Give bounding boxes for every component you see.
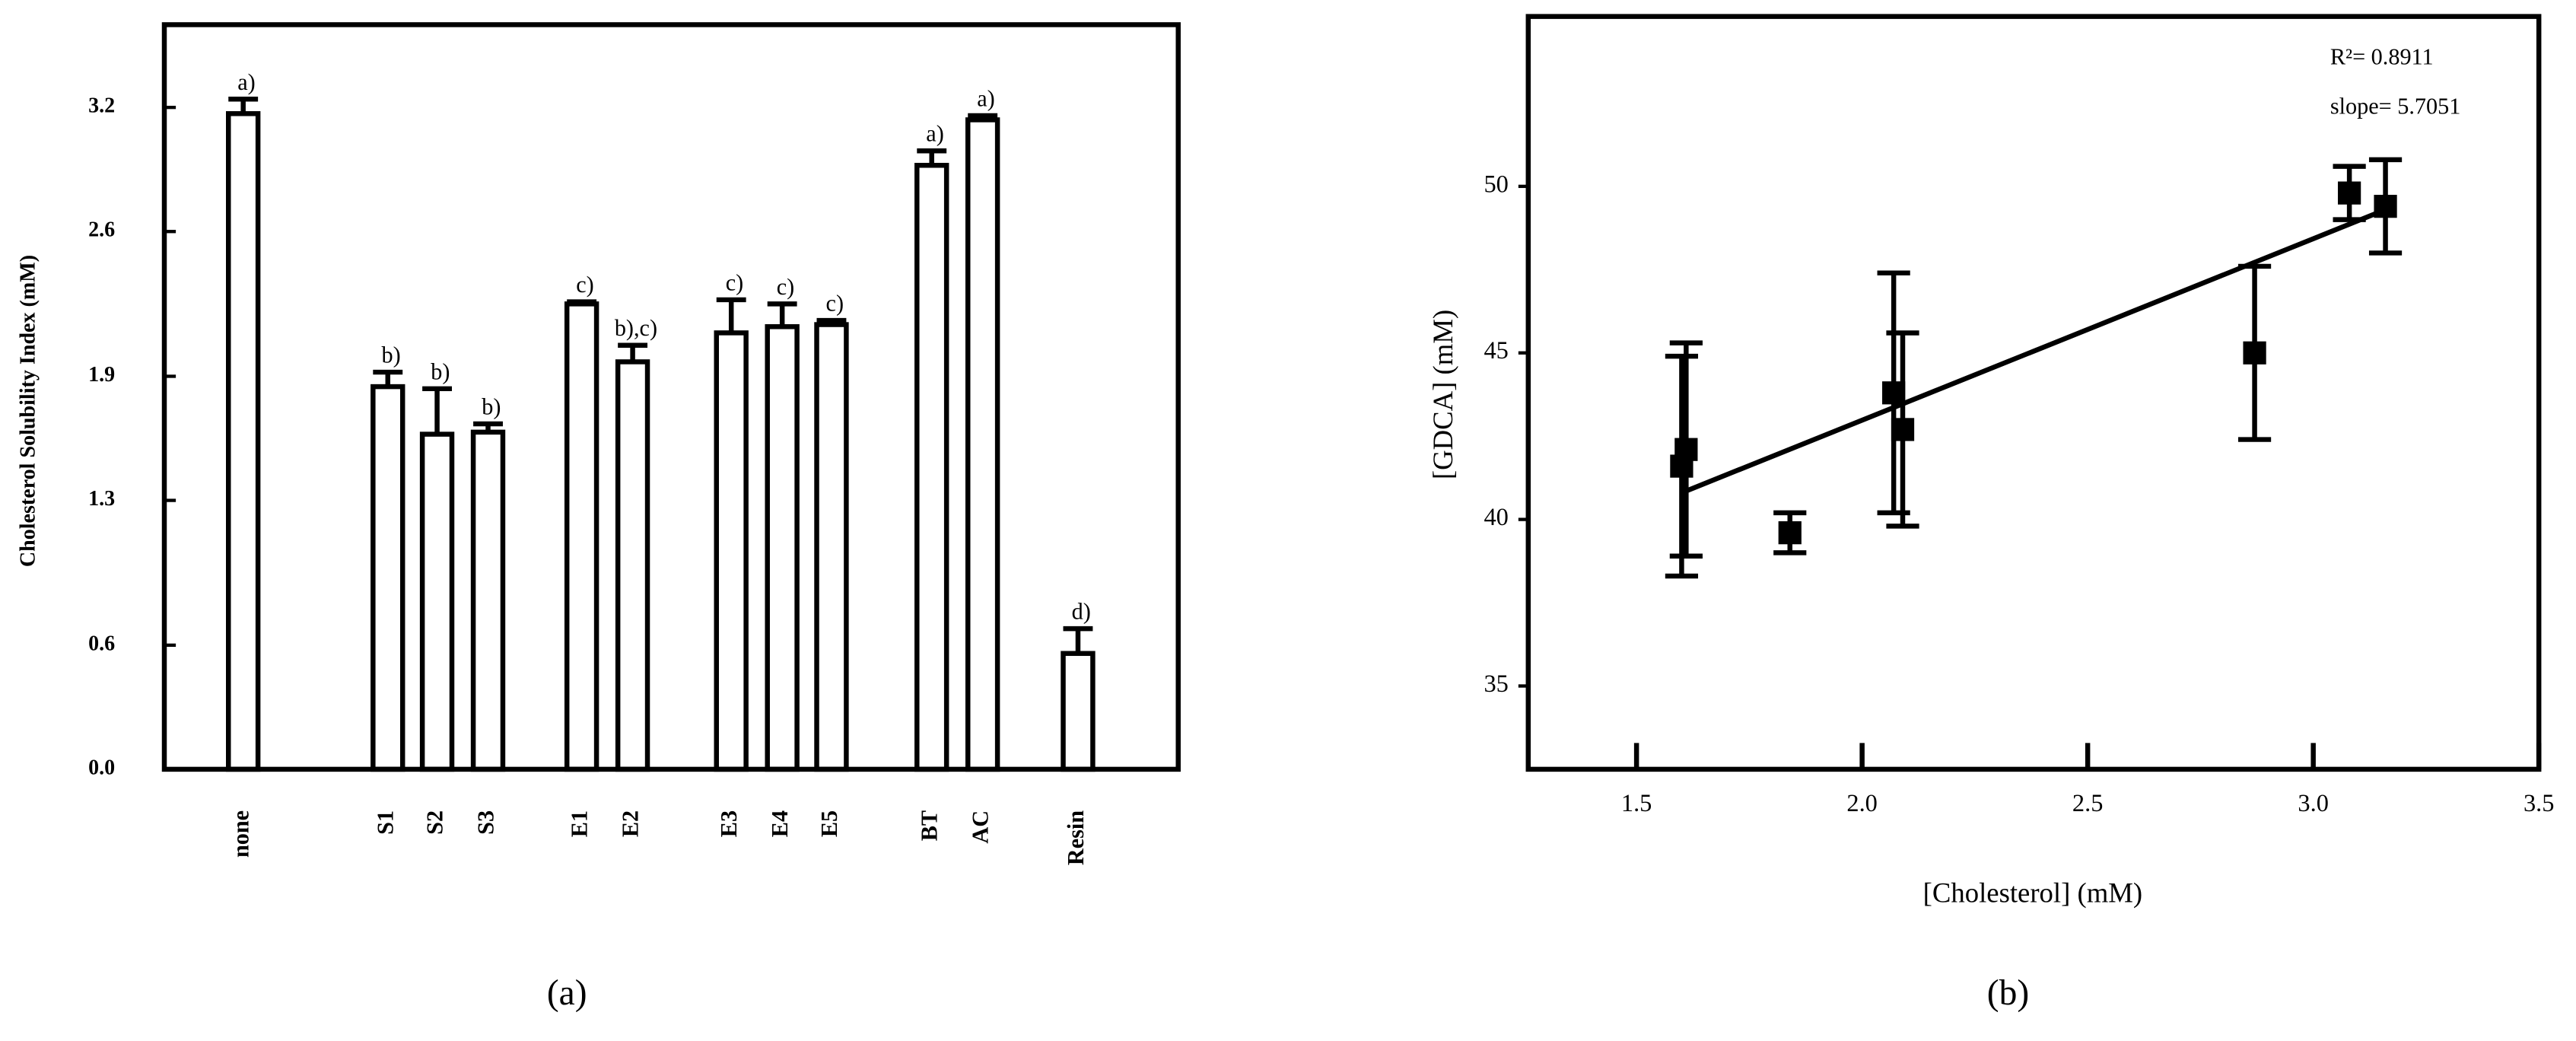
y-tick-label: 3.2 <box>88 94 115 118</box>
bar <box>564 301 599 772</box>
x-tick-label: E4 <box>767 810 793 837</box>
annotation: b) <box>431 358 450 384</box>
annotation: R²= 0.8911 <box>2330 44 2434 70</box>
annotation: a) <box>237 69 255 95</box>
point <box>1778 521 1802 545</box>
y-tick-label: 45 <box>1484 337 1508 365</box>
error-bar <box>917 148 947 166</box>
error-bar <box>228 97 259 114</box>
error-bar <box>767 301 797 327</box>
bar <box>965 117 1000 772</box>
bar <box>914 163 949 772</box>
x-tick-label: 1.5 <box>1621 790 1652 817</box>
y-tick-label: 35 <box>1484 670 1508 698</box>
bar <box>714 330 749 772</box>
x-tick-label: E1 <box>567 810 593 837</box>
bar <box>225 111 261 772</box>
bar <box>765 324 800 772</box>
annotation: c) <box>777 274 794 300</box>
annotation: a) <box>977 86 994 112</box>
error-bar <box>422 386 452 435</box>
x-tick-label: S1 <box>373 810 399 835</box>
point <box>2337 181 2361 205</box>
bar <box>615 359 650 772</box>
error-bar <box>567 299 597 304</box>
annotation: b) <box>482 394 501 420</box>
y-tick-label: 0.0 <box>88 756 115 779</box>
bar <box>370 384 405 772</box>
plot-frame <box>1525 14 2542 772</box>
y-tick-label: 2.6 <box>88 218 115 242</box>
y-axis-label: [GDCA] (mM) <box>1427 310 1458 479</box>
x-tick-label: AC <box>968 810 994 844</box>
error-bar <box>618 342 648 362</box>
caption: (a) <box>547 973 587 1013</box>
annotation: b),c) <box>615 315 657 341</box>
point <box>1891 418 1915 441</box>
error-bar <box>1063 626 1093 654</box>
x-tick-label: S2 <box>421 810 447 835</box>
error-bar <box>968 113 998 120</box>
annotation: d) <box>1072 599 1091 625</box>
point <box>2243 341 2266 365</box>
y-tick-label: 40 <box>1484 504 1508 531</box>
y-tick-label: 50 <box>1484 170 1508 198</box>
y-axis-label: Cholesterol Solubility Index (mM) <box>16 255 40 567</box>
x-tick-label: 2.0 <box>1846 790 1877 817</box>
fit-line <box>1681 207 2387 495</box>
x-tick-label: S3 <box>472 810 498 835</box>
x-axis-label: [Cholesterol] (mM) <box>1923 877 2142 909</box>
annotation: c) <box>826 291 844 317</box>
plot-frame <box>161 22 1181 772</box>
bar <box>419 431 455 772</box>
annotation: a) <box>926 121 943 147</box>
error-bar <box>473 421 503 432</box>
error-bar <box>716 297 746 333</box>
annotation: b) <box>381 342 400 368</box>
point <box>1674 438 1698 461</box>
point <box>2374 195 2397 218</box>
x-tick-label: E3 <box>716 810 742 837</box>
y-tick-label: 1.3 <box>88 487 115 511</box>
error-bar <box>373 369 403 387</box>
x-tick-label: 3.0 <box>2298 790 2328 817</box>
x-tick-label: BT <box>917 810 943 841</box>
y-tick-label: 0.6 <box>88 632 115 655</box>
caption: (b) <box>1987 973 2029 1013</box>
bar <box>814 322 849 772</box>
bar <box>1061 651 1096 772</box>
x-tick-label: none <box>228 810 254 858</box>
x-tick-label: 2.5 <box>2072 790 2103 817</box>
x-tick-label: 3.5 <box>2524 790 2554 817</box>
x-tick-label: E5 <box>816 810 842 837</box>
annotation: slope= 5.7051 <box>2330 94 2461 119</box>
y-tick-label: 1.9 <box>88 363 115 387</box>
annotation: c) <box>726 269 743 295</box>
x-tick-label: Resin <box>1063 810 1089 865</box>
error-bar <box>816 317 847 325</box>
annotation: c) <box>576 272 593 298</box>
bar <box>470 429 506 772</box>
x-tick-label: E2 <box>618 810 644 837</box>
